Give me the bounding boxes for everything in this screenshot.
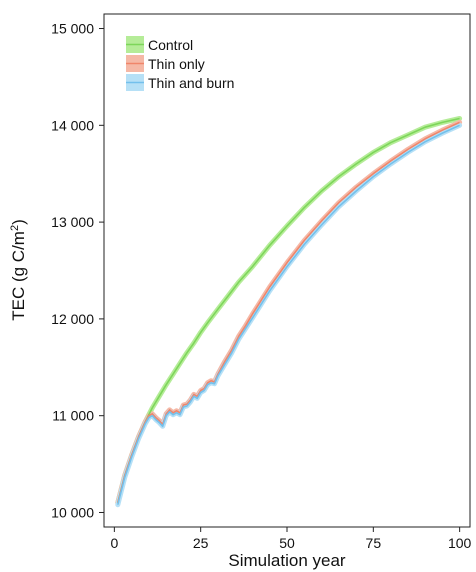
y-axis-title-superscript: 2: [9, 225, 21, 231]
x-tick-label: 100: [448, 535, 472, 551]
x-tick-label: 75: [366, 535, 382, 551]
x-axis: 0 25 50 75 100: [110, 527, 472, 551]
legend-label-thin-and-burn: Thin and burn: [148, 75, 234, 91]
x-tick-label: 25: [193, 535, 209, 551]
x-tick-label: 50: [279, 535, 295, 551]
y-tick-label: 13 000: [51, 214, 94, 230]
y-tick-label: 11 000: [52, 408, 94, 424]
line-thin-only: [117, 121, 460, 503]
y-axis-title: TEC (g C/m2): [9, 219, 28, 321]
legend: Control Thin only Thin and burn: [126, 36, 234, 91]
legend-label-thin-only: Thin only: [148, 56, 205, 72]
series-lines: [117, 117, 460, 505]
y-axis: 10 000 11 000 12 000 13 000 14 000 15 000: [51, 21, 104, 520]
line-thin-and-burn: [117, 124, 460, 505]
y-axis-title-main: TEC (g C/m: [9, 231, 28, 321]
y-tick-label: 10 000: [51, 504, 94, 520]
x-tick-label: 0: [110, 535, 118, 551]
y-axis-title-close: ): [9, 219, 28, 225]
legend-label-control: Control: [148, 37, 193, 53]
y-tick-label: 12 000: [51, 311, 94, 327]
x-axis-title: Simulation year: [228, 551, 346, 570]
y-tick-label: 15 000: [51, 21, 94, 37]
y-tick-label: 14 000: [51, 117, 94, 133]
line-control: [117, 117, 460, 503]
